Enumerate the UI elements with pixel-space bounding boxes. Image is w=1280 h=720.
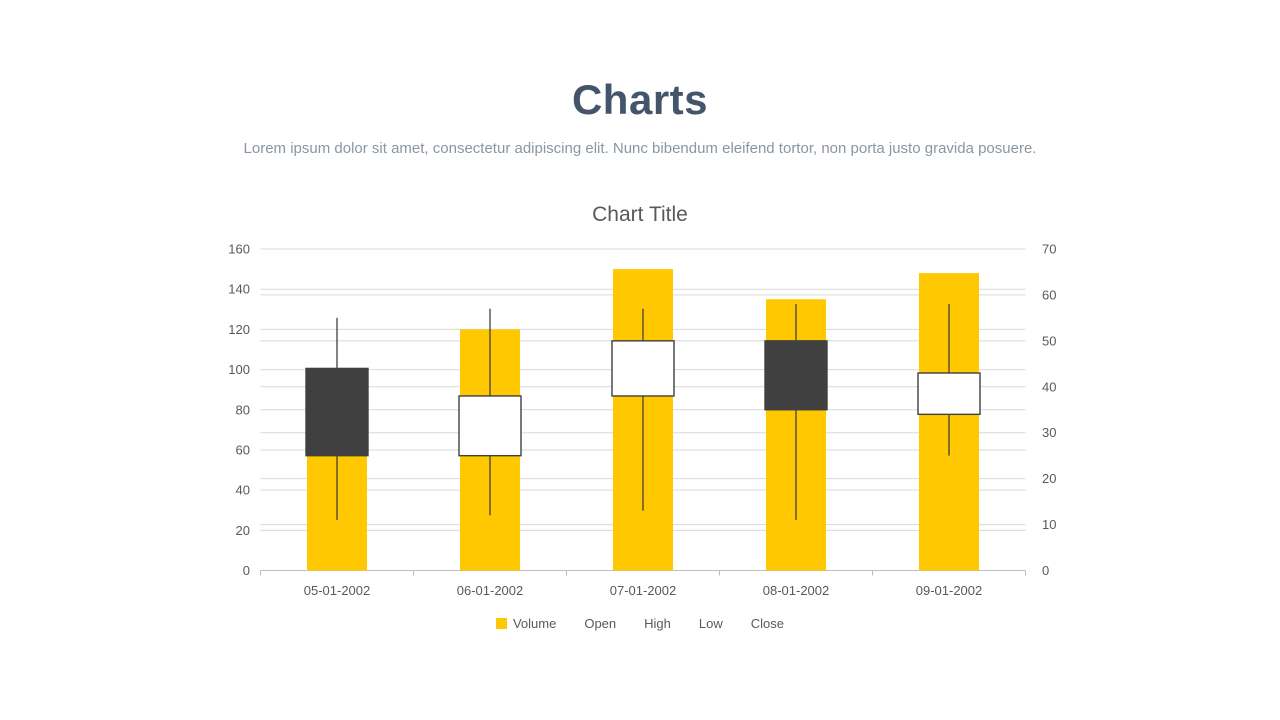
chart-title: Chart Title [592,203,688,226]
x-axis-category-label: 05-01-2002 [304,583,371,598]
legend-item-open: Open [584,616,616,631]
y-axis-right-label: 0 [1042,563,1049,578]
y-axis-left-label: 40 [236,483,250,498]
x-axis-category-label: 08-01-2002 [763,583,830,598]
y-axis-left-label: 20 [236,523,250,538]
y-axis-left-label: 100 [228,362,250,377]
legend-label: Volume [512,615,557,631]
legend-item-volume: Volume [495,615,557,631]
candle-body-up [458,395,522,457]
y-axis-left-label: 0 [243,563,250,578]
candle-body-down [764,340,828,411]
legend-item-close: Close [751,616,784,631]
legend-label: High [644,615,671,631]
candle-body-up [611,340,675,397]
y-axis-left-label: 80 [236,402,250,417]
chart-legend: Volume Open High Low Close [0,613,1280,633]
legend-item-low: Low [699,616,723,631]
y-axis-right-label: 60 [1042,287,1056,302]
y-axis-right-label: 20 [1042,471,1056,486]
y-axis-right-label: 50 [1042,333,1056,348]
legend-item-high: High [644,616,671,631]
y-axis-right-label: 70 [1042,242,1056,257]
y-axis-left-label: 120 [228,322,250,337]
page-subtitle: Lorem ipsum dolor sit amet, consectetur … [243,140,1037,157]
candle-body-up [917,372,981,416]
y-axis-right-label: 40 [1042,379,1056,394]
y-axis-right-label: 10 [1042,517,1056,532]
legend-label: Open [584,615,617,631]
x-axis-category-label: 09-01-2002 [916,583,983,598]
legend-label: Close [750,615,785,631]
page-title: Charts [571,76,709,123]
x-axis-category-label: 07-01-2002 [610,583,677,598]
legend-label: Low [698,615,723,631]
x-axis-category-label: 06-01-2002 [457,583,524,598]
y-axis-left-label: 160 [228,242,250,257]
y-axis-right-label: 30 [1042,425,1056,440]
y-axis-left-label: 140 [228,282,250,297]
candle-body-down [305,367,369,457]
legend-swatch-icon [495,617,507,629]
y-axis-left-label: 60 [236,442,250,457]
